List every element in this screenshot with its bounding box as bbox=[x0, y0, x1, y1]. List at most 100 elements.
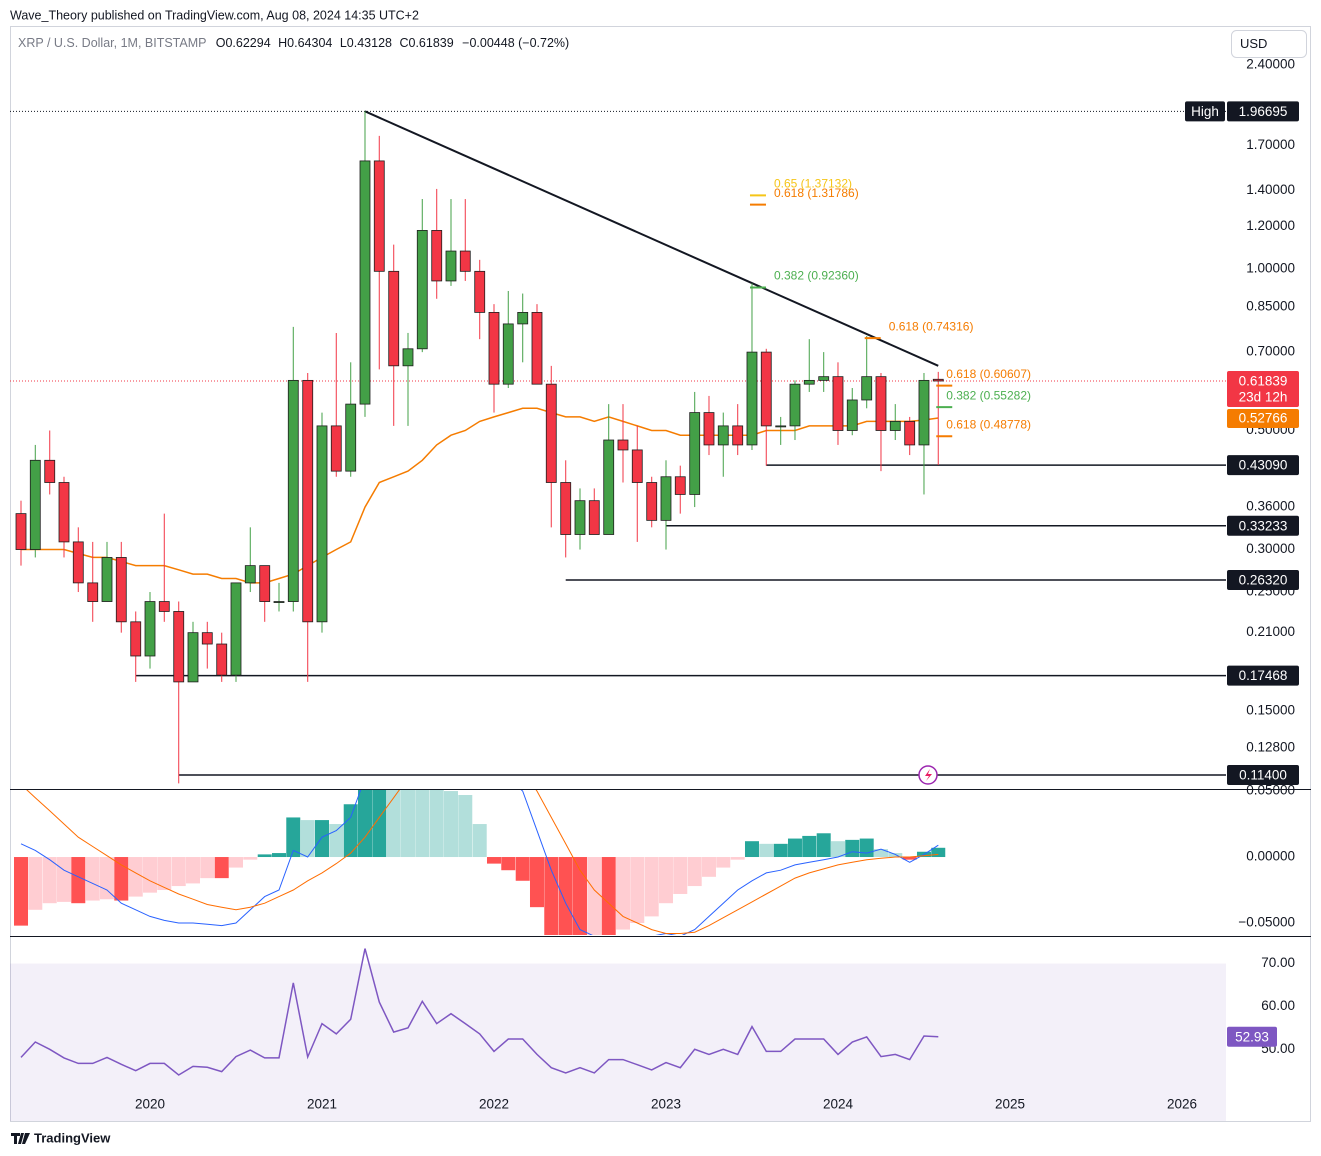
countdown-label: 23d 12h bbox=[1239, 390, 1288, 405]
change: −0.00448 (−0.72%) bbox=[462, 36, 569, 50]
macd-histogram-bar bbox=[114, 857, 129, 901]
high-value: 0.64304 bbox=[287, 36, 332, 50]
ohlc-letter: O bbox=[216, 36, 226, 50]
rsi-pane bbox=[10, 948, 1226, 1121]
close-value: 0.61839 bbox=[409, 36, 454, 50]
macd-histogram-bar bbox=[229, 857, 244, 868]
y-tick-label: 0.85000 bbox=[1246, 298, 1295, 313]
macd-histogram-bar bbox=[716, 857, 731, 868]
ohlc-letter: H bbox=[278, 36, 287, 50]
macd-histogram-bar bbox=[931, 847, 946, 858]
macd-histogram-bar bbox=[42, 857, 57, 904]
candle-body bbox=[402, 348, 414, 367]
candle-body bbox=[431, 230, 443, 282]
candle-body bbox=[201, 632, 213, 645]
candle-body bbox=[574, 500, 586, 535]
moving-average bbox=[21, 407, 939, 584]
candle-body bbox=[646, 482, 658, 521]
currency-label[interactable]: USD bbox=[1240, 36, 1267, 51]
symbol: XRP / U.S. Dollar, 1M, BITSTAMP bbox=[18, 36, 206, 50]
event-icon-bolt bbox=[925, 769, 932, 781]
macd-histogram-bar bbox=[587, 857, 602, 935]
candle-body bbox=[345, 403, 357, 472]
macd-line bbox=[20, 790, 939, 935]
macd-histogram-bar bbox=[773, 843, 788, 858]
macd-histogram-bar bbox=[644, 857, 659, 917]
rsi-tick-label: 60.00 bbox=[1261, 998, 1295, 1013]
signal-line bbox=[26, 790, 939, 934]
rsi-band bbox=[10, 963, 1226, 1121]
frame bbox=[10, 26, 1311, 1122]
level-badge bbox=[1227, 515, 1299, 536]
candle-body bbox=[617, 439, 629, 451]
candle-body bbox=[388, 270, 400, 367]
rsi-badge bbox=[1227, 1026, 1277, 1047]
level-badge bbox=[1227, 455, 1299, 476]
macd-histogram-bar bbox=[615, 857, 630, 930]
candle-body bbox=[732, 425, 744, 446]
macd-histogram-bar bbox=[372, 790, 387, 858]
macd-histogram-bar bbox=[14, 857, 29, 926]
price-badges: 0.43090 0.33233 0.26320 0.17468 0.11400 High 1… bbox=[1185, 101, 1299, 1047]
macd-histogram-bar bbox=[730, 857, 745, 860]
macd-histogram-bar bbox=[873, 849, 888, 858]
candle-body bbox=[674, 476, 686, 495]
candle-body bbox=[560, 482, 572, 535]
y-tick-label: 0.30000 bbox=[1246, 541, 1295, 556]
candle-body bbox=[803, 379, 815, 385]
y-tick-label: 2.40000 bbox=[1246, 57, 1295, 72]
level-badge bbox=[1227, 765, 1299, 786]
macd-tick-label: −0.05000 bbox=[1238, 915, 1295, 930]
macd-histogram-bar bbox=[673, 857, 688, 894]
candle-body bbox=[875, 376, 887, 431]
macd-histogram-bar bbox=[701, 857, 716, 877]
currency-button[interactable] bbox=[1231, 30, 1307, 58]
open-value: 0.62294 bbox=[225, 36, 270, 50]
candle-body bbox=[818, 376, 830, 381]
high-tag bbox=[1185, 101, 1225, 122]
candle-body bbox=[244, 565, 256, 584]
macd-histogram-bar bbox=[57, 857, 72, 902]
macd-histogram-bar bbox=[529, 857, 544, 908]
macd-histogram-bar bbox=[357, 790, 372, 858]
ma-badge bbox=[1227, 408, 1299, 428]
fib-label: 0.382 (0.92360) bbox=[774, 269, 859, 283]
macd-histogram-bar bbox=[300, 820, 315, 858]
candle-body bbox=[87, 582, 99, 602]
fib-label: 0.65 (1.37132) bbox=[774, 177, 852, 191]
candle-body bbox=[603, 439, 615, 535]
candle-body bbox=[474, 270, 486, 313]
macd-histogram-bar bbox=[458, 795, 473, 858]
macd-histogram-bar bbox=[859, 838, 874, 858]
rsi-badge-label: 52.93 bbox=[1235, 1029, 1269, 1044]
macd-histogram-bar bbox=[902, 857, 917, 860]
macd-histogram-bar bbox=[128, 857, 143, 897]
candle-body bbox=[416, 230, 428, 350]
candle-body bbox=[187, 632, 199, 683]
candle-body bbox=[760, 351, 772, 427]
macd-histogram-bar bbox=[186, 857, 201, 884]
x-tick-label: 2024 bbox=[823, 1097, 854, 1112]
candle-body bbox=[259, 565, 271, 602]
y-tick-label: 1.20000 bbox=[1246, 218, 1295, 233]
macd-histogram-bar bbox=[630, 857, 645, 923]
macd-tick-label: 0.05000 bbox=[1246, 783, 1295, 798]
macd-histogram-bar bbox=[544, 857, 559, 935]
macd-histogram-bar bbox=[572, 857, 587, 935]
high-badge bbox=[1227, 101, 1299, 122]
macd-histogram-bar bbox=[687, 857, 702, 887]
candle-body bbox=[72, 541, 84, 584]
ohlc-letter: C bbox=[399, 36, 408, 50]
macd-histogram-bar bbox=[85, 857, 100, 901]
macd-histogram-bar bbox=[143, 857, 158, 893]
candle-body bbox=[832, 376, 844, 431]
macd-histogram-bar bbox=[214, 857, 229, 879]
macd-histogram-bar bbox=[845, 839, 860, 858]
macd-histogram-bar bbox=[802, 835, 817, 858]
candle-body bbox=[918, 379, 930, 446]
y-tick-label: 0.36000 bbox=[1246, 499, 1295, 514]
high-tag-label: High bbox=[1191, 104, 1219, 119]
candle-body bbox=[273, 601, 285, 603]
macd-histogram-bar bbox=[744, 841, 759, 858]
legend: XRP / U.S. Dollar, 1M, BITSTAMP O0.62294… bbox=[18, 36, 569, 50]
